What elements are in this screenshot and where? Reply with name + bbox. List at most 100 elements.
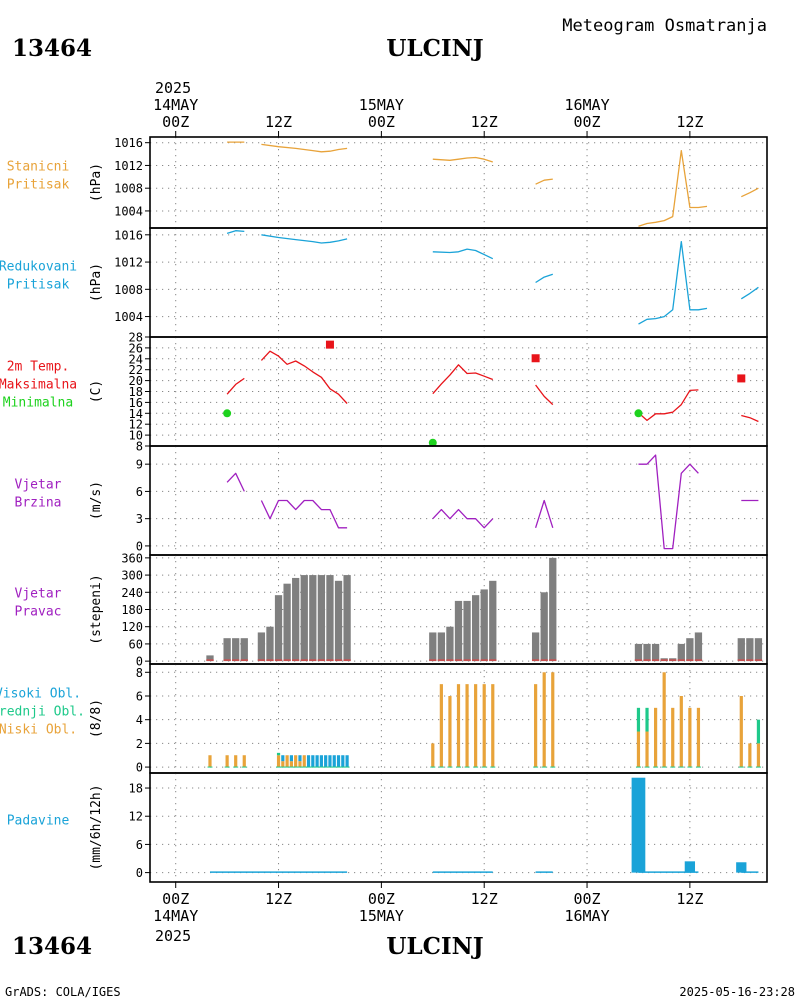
bottom-hour-label: 12Z (471, 890, 498, 908)
y-tick-label: 1008 (114, 283, 143, 297)
y-tick-label: 180 (121, 603, 143, 617)
direction-bar (489, 580, 497, 662)
top-hour-label: 12Z (471, 113, 498, 131)
cloud-bar-segment (431, 743, 435, 768)
footer-station-name: ULCINJ (386, 933, 483, 960)
cloud-bar-segment (756, 743, 761, 768)
bottom-day-label: 16MAY (564, 907, 609, 925)
cloud-bar-segment (289, 755, 293, 762)
direction-bar (437, 632, 446, 662)
panel-label: 2m Temp. (7, 360, 70, 375)
cloud-bar-segment (306, 755, 311, 768)
cloud-bar-segment (696, 707, 701, 768)
top-hour-label: 12Z (265, 113, 292, 131)
cloud-bar-segment (448, 695, 452, 768)
bottom-hour-label: 00Z (162, 890, 189, 908)
direction-bar (754, 638, 763, 662)
panel-label: Brzina (15, 496, 62, 511)
panel-units: (hPa) (89, 163, 104, 202)
panel-units: (stepeni) (89, 574, 104, 644)
bottom-hour-label: 00Z (573, 890, 600, 908)
direction-bar (283, 583, 291, 662)
y-tick-label: 1016 (114, 228, 143, 242)
panels: 1004100810121016(hPa)StanicniPritisak100… (0, 136, 768, 883)
panel-units: (C) (89, 380, 104, 403)
panel-cloud_cover: 0 2 4 6 8 (8/8) Visoki Obl. Srednji Obl. Niski O… (0, 663, 768, 775)
cloud-bar-segment (748, 743, 752, 768)
y-tick-label: 20 (129, 374, 143, 388)
direction-bar (686, 638, 694, 662)
direction-bar (309, 575, 317, 662)
panel-label: Srednji Obl. (0, 705, 85, 720)
cloud-bar-segment (482, 684, 486, 768)
series-line (638, 454, 699, 550)
direction-bar (206, 655, 214, 662)
cloud-bar-segment (328, 755, 332, 768)
credit: GrADS: COLA/IGES (5, 985, 121, 999)
panel-label: Pravac (15, 605, 62, 620)
direction-bar (480, 589, 488, 662)
y-tick-label: 1008 (114, 182, 143, 196)
series-line (432, 156, 494, 163)
chart-title: Meteogram Osmatranja (562, 16, 767, 36)
panel-label: Stanicni (7, 160, 70, 175)
direction-bar (274, 595, 283, 662)
panel-units: (hPa) (89, 263, 104, 302)
cloud-bar-segment (756, 719, 761, 744)
bottom-hour-label: 00Z (368, 890, 395, 908)
cloud-bar-segment (208, 755, 212, 768)
top-day-label: 14MAY (153, 96, 198, 114)
direction-bar (737, 638, 745, 662)
panel-units: (mm/6h/12h) (89, 784, 104, 870)
y-tick-label: 1004 (114, 310, 143, 324)
cloud-bar-segment (311, 755, 315, 768)
cloud-bar-segment (341, 755, 345, 768)
bottom-hour-label: 12Z (676, 890, 703, 908)
panel-label: Redukovani (0, 260, 77, 275)
panel-label: Vjetar (15, 478, 62, 493)
cloud-bar-segment (225, 755, 229, 768)
max-temp-marker (325, 340, 334, 349)
direction-bar (334, 580, 343, 662)
cloud-bar-segment (324, 755, 328, 768)
cloud-bar-segment (534, 684, 538, 768)
y-tick-label: 6 (136, 689, 143, 703)
panel-precipitation: 0 6 12 18 (mm/6h/12h) Padavine (7, 772, 768, 883)
panel-units: (8/8) (89, 699, 104, 738)
series-line (534, 499, 554, 528)
y-tick-label: 8 (136, 440, 143, 454)
cloud-bar-segment (671, 707, 675, 768)
panel-label: Visoki Obl. (0, 687, 81, 702)
cloud-bar-segment (542, 672, 546, 768)
y-tick-label: 26 (129, 341, 143, 355)
series-line (261, 234, 348, 244)
direction-bar (634, 643, 643, 662)
panel-label: Minimalna (3, 396, 73, 411)
max-temp-marker (737, 374, 746, 383)
series-line (260, 499, 348, 529)
bottom-year: 2025 (155, 927, 191, 945)
direction-bar (240, 638, 248, 662)
direction-bar (540, 592, 548, 662)
y-tick-label: 6 (136, 485, 143, 499)
direction-bar (343, 575, 351, 662)
precip-bar (631, 777, 646, 873)
top-hour-label: 00Z (368, 113, 395, 131)
panel-label: Pritisak (7, 178, 70, 193)
y-tick-label: 0 (136, 539, 143, 553)
direction-bar (651, 643, 660, 662)
y-tick-label: 4 (136, 713, 143, 727)
series-line (535, 178, 553, 185)
timestamp: 2025-05-16-23:28 (679, 985, 795, 999)
precip-bar (736, 862, 747, 873)
cloud-bar-segment (645, 707, 649, 732)
y-tick-label: 24 (129, 352, 143, 366)
cloud-bar-segment (439, 684, 443, 768)
top-hour-label: 00Z (162, 113, 189, 131)
top-year: 2025 (155, 79, 191, 97)
cloud-bar-segment (345, 755, 349, 768)
cloud-bar-segment (281, 761, 285, 768)
direction-bar (643, 643, 651, 662)
precip-bar (684, 861, 696, 873)
y-tick-label: 2 (136, 737, 143, 751)
